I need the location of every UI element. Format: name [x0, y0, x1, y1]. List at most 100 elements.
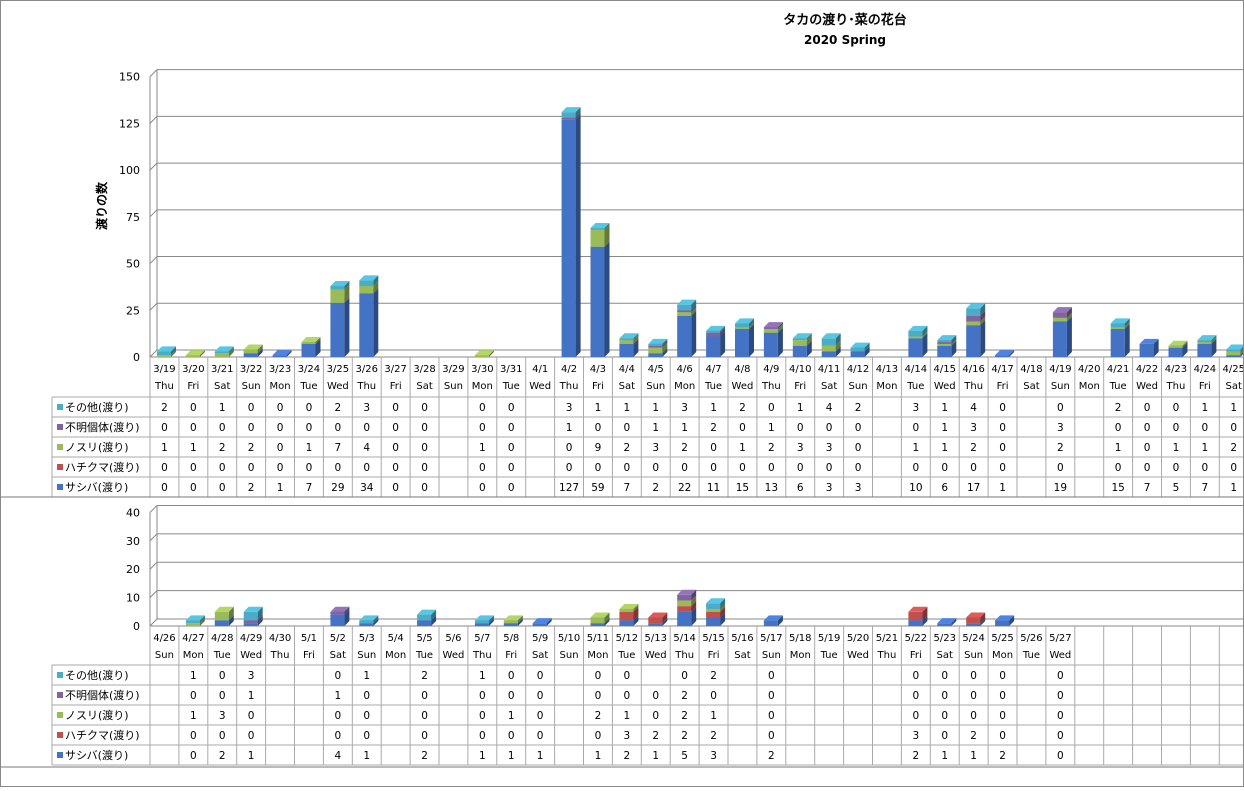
category-label: 3/20 — [182, 364, 204, 375]
data-label: 0 — [421, 690, 428, 702]
legend-entry: 不明個体(渡り) — [65, 420, 140, 434]
weekday-label: Fri — [187, 381, 199, 392]
data-label: 0 — [190, 462, 197, 474]
data-label: 1 — [363, 670, 370, 682]
data-label: 3 — [566, 402, 573, 414]
category-label: 4/3 — [590, 364, 606, 375]
data-label: 0 — [508, 442, 515, 454]
data-label: 0 — [566, 442, 573, 454]
legend-entry: サシバ(渡り) — [65, 480, 128, 494]
gridline-side — [149, 349, 158, 358]
data-label: 3 — [248, 670, 255, 682]
data-label: 6 — [941, 482, 948, 494]
legend-entry: ハチクマ(渡り) — [65, 460, 140, 474]
bar-segment — [561, 107, 581, 118]
data-label: 0 — [219, 482, 226, 494]
category-label: 4/29 — [240, 633, 262, 644]
data-label: 10 — [909, 482, 922, 494]
weekday-label: Tue — [704, 381, 722, 392]
data-label: 3 — [826, 482, 833, 494]
bar-segment — [908, 325, 928, 337]
data-label: 0 — [190, 750, 197, 762]
category-label: 5/6 — [445, 633, 461, 644]
gridline-side — [149, 618, 158, 627]
data-label: 0 — [1230, 462, 1237, 474]
data-label: 0 — [392, 402, 399, 414]
data-label: 0 — [1173, 462, 1180, 474]
data-label: 0 — [826, 462, 833, 474]
bar-segment — [937, 335, 957, 343]
data-label: 1 — [537, 750, 544, 762]
data-label: 0 — [855, 422, 862, 434]
data-label: 0 — [595, 670, 602, 682]
legend-entry: その他(渡り) — [65, 668, 129, 682]
data-label: 0 — [970, 690, 977, 702]
data-label: 0 — [508, 422, 515, 434]
category-label: 4/6 — [677, 364, 693, 375]
weekday-label: Fri — [794, 381, 806, 392]
data-label: 0 — [681, 462, 688, 474]
legend-swatch — [57, 692, 63, 698]
weekday-label: Sat — [619, 381, 635, 392]
data-label: 0 — [363, 710, 370, 722]
data-label: 15 — [1111, 482, 1124, 494]
data-label: 2 — [681, 442, 688, 454]
weekday-label: Thu — [674, 650, 694, 661]
data-label: 127 — [559, 482, 579, 494]
legend-swatch — [57, 464, 63, 470]
data-label: 1 — [941, 422, 948, 434]
weekday-label: Sun — [964, 650, 983, 661]
data-label: 0 — [479, 730, 486, 742]
bar-segment — [561, 114, 581, 358]
data-label: 1 — [595, 750, 602, 762]
data-label: 0 — [913, 670, 920, 682]
data-table: 4/26 Sun 4/27 Mon 4/28 Tue 4/29 Wed 4/30 Thu 5/1 Fr… — [51, 626, 1244, 766]
data-label: 0 — [624, 422, 631, 434]
bar-segment — [763, 615, 783, 626]
bar-segment — [301, 337, 321, 344]
data-label: 0 — [941, 670, 948, 682]
bar-segment — [648, 338, 668, 346]
category-label: 4/2 — [561, 364, 577, 375]
data-label: 11 — [707, 482, 720, 494]
category-label: 4/19 — [1049, 364, 1071, 375]
category-label: 5/13 — [645, 633, 667, 644]
category-label: 3/24 — [298, 364, 320, 375]
category-label: 4/24 — [1194, 364, 1216, 375]
data-label: 0 — [479, 690, 486, 702]
data-label: 1 — [941, 402, 948, 414]
bar-segment — [503, 615, 523, 624]
weekday-label: Mon — [876, 381, 897, 392]
data-label: 2 — [161, 402, 168, 414]
data-label: 2 — [681, 690, 688, 702]
data-label: 0 — [1144, 462, 1151, 474]
weekday-label: Fri — [390, 381, 402, 392]
bar-segment — [330, 280, 350, 290]
data-label: 0 — [855, 442, 862, 454]
category-label: 3/22 — [240, 364, 262, 375]
bar-segment — [850, 342, 870, 352]
data-label: 1 — [248, 750, 255, 762]
data-label: 17 — [967, 482, 980, 494]
weekday-label: Sat — [821, 381, 837, 392]
data-label: 0 — [768, 710, 775, 722]
weekday-label: Sat — [532, 650, 548, 661]
data-label: 0 — [768, 690, 775, 702]
data-label: 3 — [913, 730, 920, 742]
data-label: 3 — [855, 482, 862, 494]
y-tick-label: 0 — [133, 620, 140, 633]
data-label: 0 — [190, 422, 197, 434]
data-label: 2 — [219, 750, 226, 762]
data-label: 1 — [508, 750, 515, 762]
data-label: 0 — [190, 402, 197, 414]
data-label: 0 — [421, 482, 428, 494]
weekday-label: Thu — [356, 381, 376, 392]
data-label: 4 — [970, 402, 977, 414]
weekday-label: Wed — [847, 650, 869, 661]
data-label: 0 — [508, 690, 515, 702]
data-label: 3 — [219, 710, 226, 722]
data-label: 0 — [913, 462, 920, 474]
bar-segment — [590, 241, 610, 357]
